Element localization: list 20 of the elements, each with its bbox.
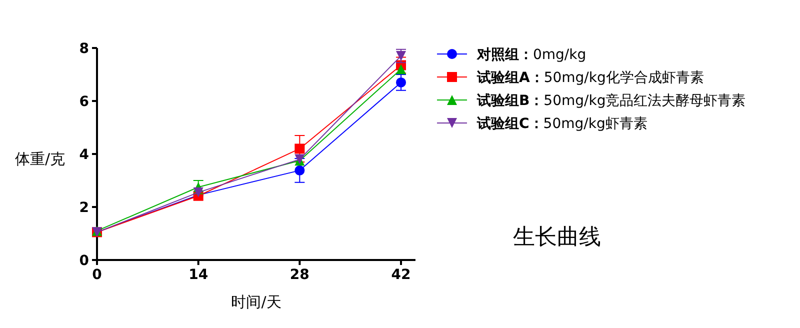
x-tick-label: 42 bbox=[391, 267, 411, 283]
y-tick-label: 0 bbox=[79, 253, 90, 269]
x-tick-label: 28 bbox=[290, 267, 310, 283]
y-tick-label: 8 bbox=[79, 41, 89, 57]
point bbox=[193, 187, 204, 198]
legend-label: 试验组A：50mg/kg化学合成虾青素 bbox=[476, 70, 704, 86]
y-tick-label: 6 bbox=[79, 94, 89, 110]
x-axis-title: 时间/天 bbox=[231, 293, 282, 311]
x-tick-label: 14 bbox=[188, 267, 208, 283]
legend-label: 试验组C：50mg/kg虾青素 bbox=[476, 116, 648, 132]
legend-label: 试验组B：50mg/kg竞品红法夫酵母虾青素 bbox=[476, 93, 746, 109]
y-axis-title: 体重/克 bbox=[14, 150, 66, 168]
y-tick-label: 4 bbox=[79, 147, 90, 163]
x-tick-label: 0 bbox=[92, 267, 102, 283]
point bbox=[294, 144, 305, 154]
text: 生长曲线 bbox=[513, 225, 601, 250]
point bbox=[294, 165, 305, 176]
y-tick-label: 2 bbox=[79, 200, 89, 216]
legend-label: 对照组：0mg/kg bbox=[476, 47, 586, 63]
point bbox=[396, 64, 406, 74]
